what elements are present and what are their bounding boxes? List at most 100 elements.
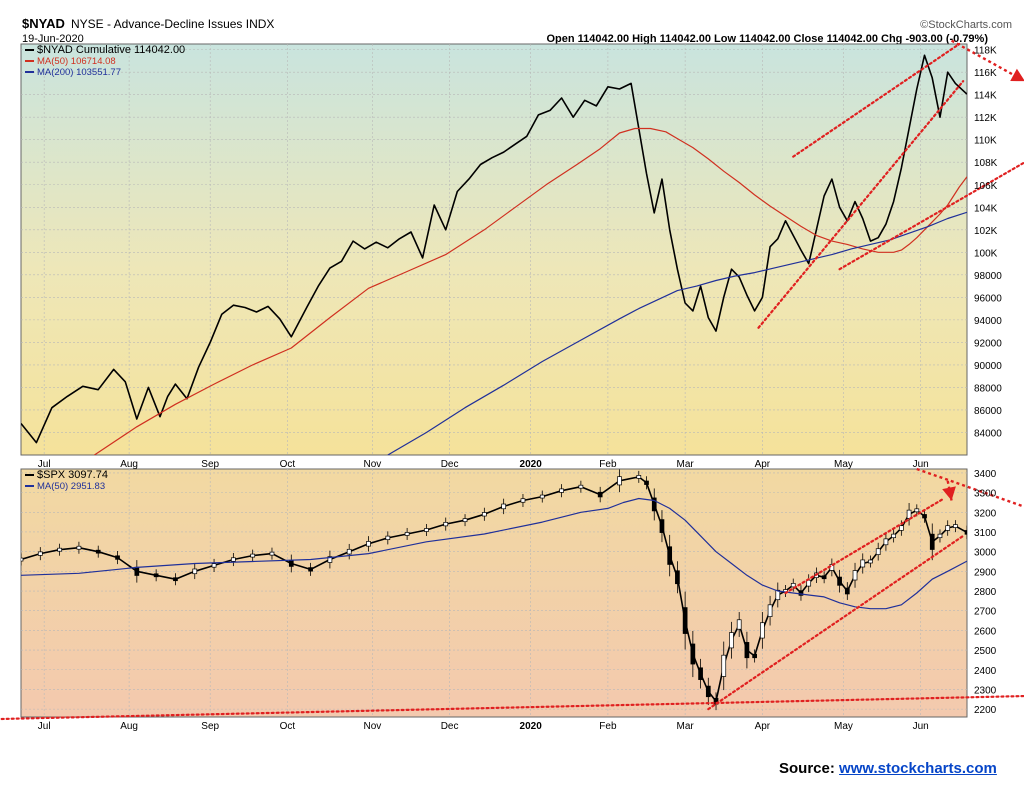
y-tick-label: 112K <box>974 113 997 124</box>
candle-body <box>775 589 781 601</box>
y-tick-label: 92000 <box>974 338 1002 349</box>
trend-line <box>792 42 961 158</box>
trend-arrow-shaft <box>916 467 1024 508</box>
candle-body <box>134 566 140 576</box>
x-tick-label: Aug <box>120 721 138 732</box>
x-tick-label: Nov <box>363 721 381 732</box>
y-tick-label: 90000 <box>974 361 1002 372</box>
y-tick-label: 3100 <box>974 528 997 539</box>
x-tick-label: Sep <box>201 721 219 732</box>
candle-body <box>327 556 333 563</box>
candle-body <box>937 533 943 539</box>
candle-body <box>37 551 43 556</box>
y-tick-label: 2800 <box>974 587 997 598</box>
legend-entry: $SPX 3097.74 <box>37 469 108 481</box>
trend-line <box>757 80 965 329</box>
x-tick-label: Dec <box>441 459 459 470</box>
upper-series--nyad-cumulative <box>21 54 967 444</box>
candle-body <box>721 654 727 677</box>
candle-body <box>698 667 703 680</box>
candle-body <box>644 480 649 485</box>
candle-body <box>667 546 673 565</box>
upper-gridlines <box>21 44 967 455</box>
y-tick-label: 118K <box>974 46 997 57</box>
x-tick-label: Aug <box>120 459 138 470</box>
legend-entry: MA(200) 103551.77 <box>37 67 121 78</box>
candle-body <box>346 548 352 555</box>
upper-panel-background <box>20 43 968 456</box>
candle-body <box>736 619 742 630</box>
x-tick-label: 2020 <box>520 721 543 732</box>
upper-series-ma-50- <box>94 127 967 455</box>
candle-body <box>76 545 82 550</box>
y-tick-label: 2200 <box>974 705 997 716</box>
candle-body <box>837 576 842 586</box>
x-tick-label: Feb <box>599 459 617 470</box>
upper-axes: 84000 86000 88000 90000 92000 94000 96000 98000… <box>38 46 1002 470</box>
upper-series <box>21 54 967 455</box>
y-tick-label: 2300 <box>974 685 997 696</box>
candle-body <box>617 476 622 486</box>
trend-line <box>784 497 945 595</box>
y-tick-label: 3000 <box>974 548 997 559</box>
candle-body <box>883 538 889 546</box>
x-tick-label: Apr <box>755 459 771 470</box>
candle-body <box>682 607 688 634</box>
y-tick-label: 84000 <box>974 428 1002 439</box>
candle-body <box>690 643 696 665</box>
y-tick-label: 116K <box>974 68 997 79</box>
candle-body <box>366 541 371 547</box>
candle-body <box>891 533 896 539</box>
x-tick-label: May <box>834 721 853 732</box>
candle-body <box>945 525 951 531</box>
candle-body <box>481 512 487 517</box>
candle-body <box>875 548 881 555</box>
y-tick-label: 106K <box>974 181 998 192</box>
candle-body <box>914 508 920 513</box>
y-tick-label: 108K <box>974 158 998 169</box>
candle-body <box>21 557 24 562</box>
candle-body <box>868 559 873 564</box>
candle-body <box>752 653 757 659</box>
candle-body <box>539 494 545 499</box>
x-tick-label: Mar <box>677 459 695 470</box>
x-tick-label: Jun <box>913 459 929 470</box>
lower-panel-background <box>20 468 968 718</box>
candle-body <box>821 575 827 580</box>
candle-body <box>675 570 680 585</box>
candle-body <box>211 563 217 568</box>
candle-body <box>953 524 958 528</box>
candle-body <box>744 642 750 659</box>
x-tick-label: Jun <box>913 721 929 732</box>
trend-arrow-shaft <box>950 39 1024 83</box>
candle-body <box>790 583 796 588</box>
trend-line <box>707 534 965 711</box>
y-tick-label: 3400 <box>974 469 997 480</box>
y-tick-label: 2700 <box>974 607 997 618</box>
x-tick-label: Mar <box>677 721 695 732</box>
candle-body <box>95 549 101 554</box>
candle-body <box>929 533 935 550</box>
y-tick-label: 2600 <box>974 626 997 637</box>
candle-body <box>659 519 665 533</box>
candle-body <box>385 535 391 541</box>
trend-arrow-head <box>942 486 956 501</box>
legend-entry: MA(50) 106714.08 <box>37 56 116 67</box>
source-link[interactable]: www.stockcharts.com <box>839 760 997 777</box>
candle-body <box>860 559 866 568</box>
y-tick-label: 2500 <box>974 646 997 657</box>
chart-date: 19-Jun-2020 <box>22 33 84 45</box>
candle-body <box>964 530 967 535</box>
candle-body <box>520 498 526 503</box>
x-tick-label: 2020 <box>520 459 543 470</box>
x-tick-label: Oct <box>280 459 296 470</box>
candle-body <box>844 587 850 595</box>
candle-body <box>115 555 120 560</box>
chart-description: NYSE - Advance-Decline Issues INDX <box>71 17 274 31</box>
candle-body <box>852 570 858 581</box>
source-credit: Source: www.stockcharts.com <box>779 760 997 777</box>
candle-body <box>443 521 449 527</box>
candle-body <box>597 491 603 498</box>
x-tick-label: Jul <box>38 459 51 470</box>
